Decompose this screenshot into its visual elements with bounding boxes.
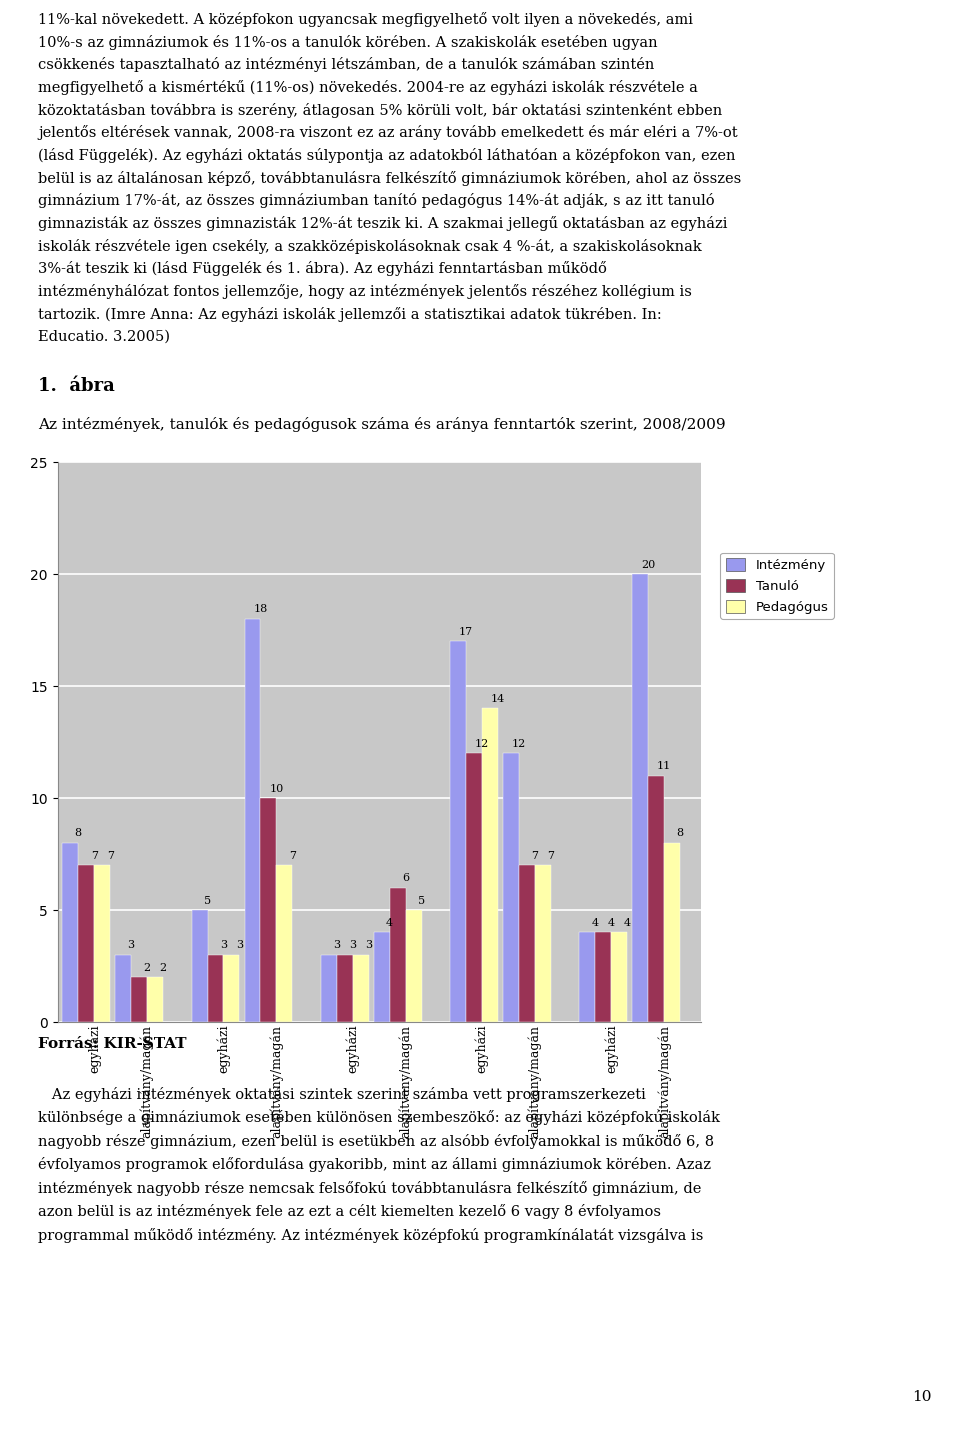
- Text: intézmények nagyobb része nemcsak felsőfokú továbbtanulásra felkészítő gimnázium: intézmények nagyobb része nemcsak felsőf…: [38, 1181, 702, 1196]
- Text: Educatio. 3.2005): Educatio. 3.2005): [38, 329, 171, 344]
- Text: 2: 2: [159, 962, 166, 972]
- Text: 7: 7: [289, 851, 296, 861]
- Bar: [352, 955, 369, 1022]
- Text: 3: 3: [220, 941, 228, 951]
- Text: 17: 17: [459, 627, 473, 637]
- Text: 3: 3: [349, 941, 356, 951]
- Text: 4: 4: [608, 918, 615, 928]
- Text: 4: 4: [624, 918, 631, 928]
- Bar: [94, 865, 110, 1022]
- Text: 3: 3: [128, 941, 134, 951]
- Text: 14: 14: [491, 695, 505, 705]
- Text: évfolyamos programok előfordulása gyakoribb, mint az állami gimnáziumok körében.: évfolyamos programok előfordulása gyakor…: [38, 1157, 711, 1173]
- Bar: [406, 909, 421, 1022]
- Text: iskolák részvétele igen csekély, a szakközépiskolásoknak csak 4 %-át, a szakisko: iskolák részvétele igen csekély, a szakk…: [38, 239, 702, 253]
- Bar: [245, 619, 260, 1022]
- Text: jelentős eltérések vannak, 2008-ra viszont ez az arány tovább emelkedett és már : jelentős eltérések vannak, 2008-ra viszo…: [38, 126, 738, 140]
- Text: 18: 18: [253, 604, 268, 614]
- Text: 7: 7: [532, 851, 539, 861]
- Bar: [147, 977, 163, 1022]
- Text: (lásd Függelék). Az egyházi oktatás súlypontja az adatokból láthatóan a középfok: (lásd Függelék). Az egyházi oktatás súly…: [38, 147, 736, 163]
- Bar: [612, 932, 627, 1022]
- Bar: [373, 932, 390, 1022]
- Bar: [276, 865, 292, 1022]
- Text: 8: 8: [75, 828, 82, 838]
- Text: Az intézmények, tanulók és pedagógusok száma és aránya fenntartók szerint, 2008/: Az intézmények, tanulók és pedagógusok s…: [38, 417, 726, 432]
- Text: különbsége a gimnáziumok esetében különösen szembeszökő: az egyházi középfokú is: különbsége a gimnáziumok esetében különö…: [38, 1110, 720, 1126]
- Bar: [595, 932, 612, 1022]
- Text: 11: 11: [657, 762, 671, 770]
- Text: 3: 3: [333, 941, 341, 951]
- Text: 10%-s az gimnáziumok és 11%-os a tanulók körében. A szakiskolák esetében ugyan: 10%-s az gimnáziumok és 11%-os a tanulók…: [38, 34, 658, 50]
- Text: 11%-kal növekedett. A középfokon ugyancsak megfigyelhető volt ilyen a növekedés,: 11%-kal növekedett. A középfokon ugyancs…: [38, 11, 693, 27]
- Bar: [207, 955, 224, 1022]
- Bar: [337, 955, 352, 1022]
- Bar: [664, 843, 680, 1022]
- Bar: [132, 977, 147, 1022]
- Bar: [321, 955, 337, 1022]
- Bar: [62, 843, 79, 1022]
- Text: 7: 7: [547, 851, 554, 861]
- Text: tartozik. (Imre Anna: Az egyházi iskolák jellemzői a statisztikai adatok tükrébe: tartozik. (Imre Anna: Az egyházi iskolák…: [38, 306, 662, 322]
- Bar: [224, 955, 239, 1022]
- Text: intézményhálózat fontos jellemzője, hogy az intézmények jelentős részéhez kollég: intézményhálózat fontos jellemzője, hogy…: [38, 284, 692, 299]
- Text: 5: 5: [204, 895, 211, 905]
- Text: 8: 8: [677, 828, 684, 838]
- Text: 7: 7: [107, 851, 113, 861]
- Text: 1.  ábra: 1. ábra: [38, 377, 115, 395]
- Bar: [467, 753, 482, 1022]
- Text: 5: 5: [418, 895, 425, 905]
- Text: Az egyházi intézmények oktatási szintek szerint számba vett programszerkezeti: Az egyházi intézmények oktatási szintek …: [38, 1087, 646, 1103]
- Text: 12: 12: [512, 739, 526, 749]
- Text: 12: 12: [475, 739, 490, 749]
- Bar: [390, 888, 406, 1022]
- Bar: [260, 798, 276, 1022]
- Bar: [482, 709, 498, 1022]
- Text: 3: 3: [236, 941, 243, 951]
- Text: 6: 6: [402, 874, 409, 884]
- Text: közoktatásban továbbra is szerény, átlagosan 5% körüli volt, bár oktatási szinte: közoktatásban továbbra is szerény, átlag…: [38, 103, 723, 117]
- Text: gimnázium 17%-át, az összes gimnáziumban tanító pedagógus 14%-át adják, s az itt: gimnázium 17%-át, az összes gimnáziumban…: [38, 193, 715, 208]
- Legend: Intézmény, Tanuló, Pedagógus: Intézmény, Tanuló, Pedagógus: [720, 553, 834, 619]
- Text: csökkenés tapasztalható az intézményi létszámban, de a tanulók számában szintén: csökkenés tapasztalható az intézményi lé…: [38, 57, 655, 73]
- Text: 10: 10: [269, 783, 283, 793]
- Text: 3: 3: [365, 941, 372, 951]
- Text: gimnazisták az összes gimnazisták 12%-át teszik ki. A szakmai jellegű oktatásban: gimnazisták az összes gimnazisták 12%-át…: [38, 216, 728, 231]
- Bar: [115, 955, 132, 1022]
- Bar: [503, 753, 519, 1022]
- Bar: [633, 574, 648, 1022]
- Text: megfigyelhető a kismértékű (11%-os) növekedés. 2004-re az egyházi iskolák részvé: megfigyelhető a kismértékű (11%-os) növe…: [38, 80, 698, 95]
- Bar: [580, 932, 595, 1022]
- Text: programmal működő intézmény. Az intézmények középfokú programkínálatát vizsgálva: programmal működő intézmény. Az intézmén…: [38, 1227, 704, 1243]
- Bar: [535, 865, 551, 1022]
- Text: Forrás: KIR-STAT: Forrás: KIR-STAT: [38, 1037, 187, 1051]
- Text: 2: 2: [143, 962, 151, 972]
- Bar: [519, 865, 535, 1022]
- Text: azon belül is az intézmények fele az ezt a célt kiemelten kezelő 6 vagy 8 évfoly: azon belül is az intézmények fele az ezt…: [38, 1204, 661, 1219]
- Text: nagyobb része gimnázium, ezen belül is esetükben az alsóbb évfolyamokkal is műkö: nagyobb része gimnázium, ezen belül is e…: [38, 1134, 714, 1148]
- Text: 7: 7: [90, 851, 98, 861]
- Bar: [192, 909, 207, 1022]
- Text: 10: 10: [912, 1390, 931, 1403]
- Text: 3%-át teszik ki (lásd Függelék és 1. ábra). Az egyházi fenntartásban működő: 3%-át teszik ki (lásd Függelék és 1. ábr…: [38, 261, 608, 276]
- Text: 4: 4: [386, 918, 394, 928]
- Text: belül is az általánosan képző, továbbtanulásra felkészítő gimnáziumok körében, a: belül is az általánosan képző, továbbtan…: [38, 170, 742, 186]
- Bar: [79, 865, 94, 1022]
- Bar: [450, 642, 467, 1022]
- Text: 20: 20: [641, 560, 656, 570]
- Text: 4: 4: [592, 918, 599, 928]
- Bar: [648, 776, 664, 1022]
